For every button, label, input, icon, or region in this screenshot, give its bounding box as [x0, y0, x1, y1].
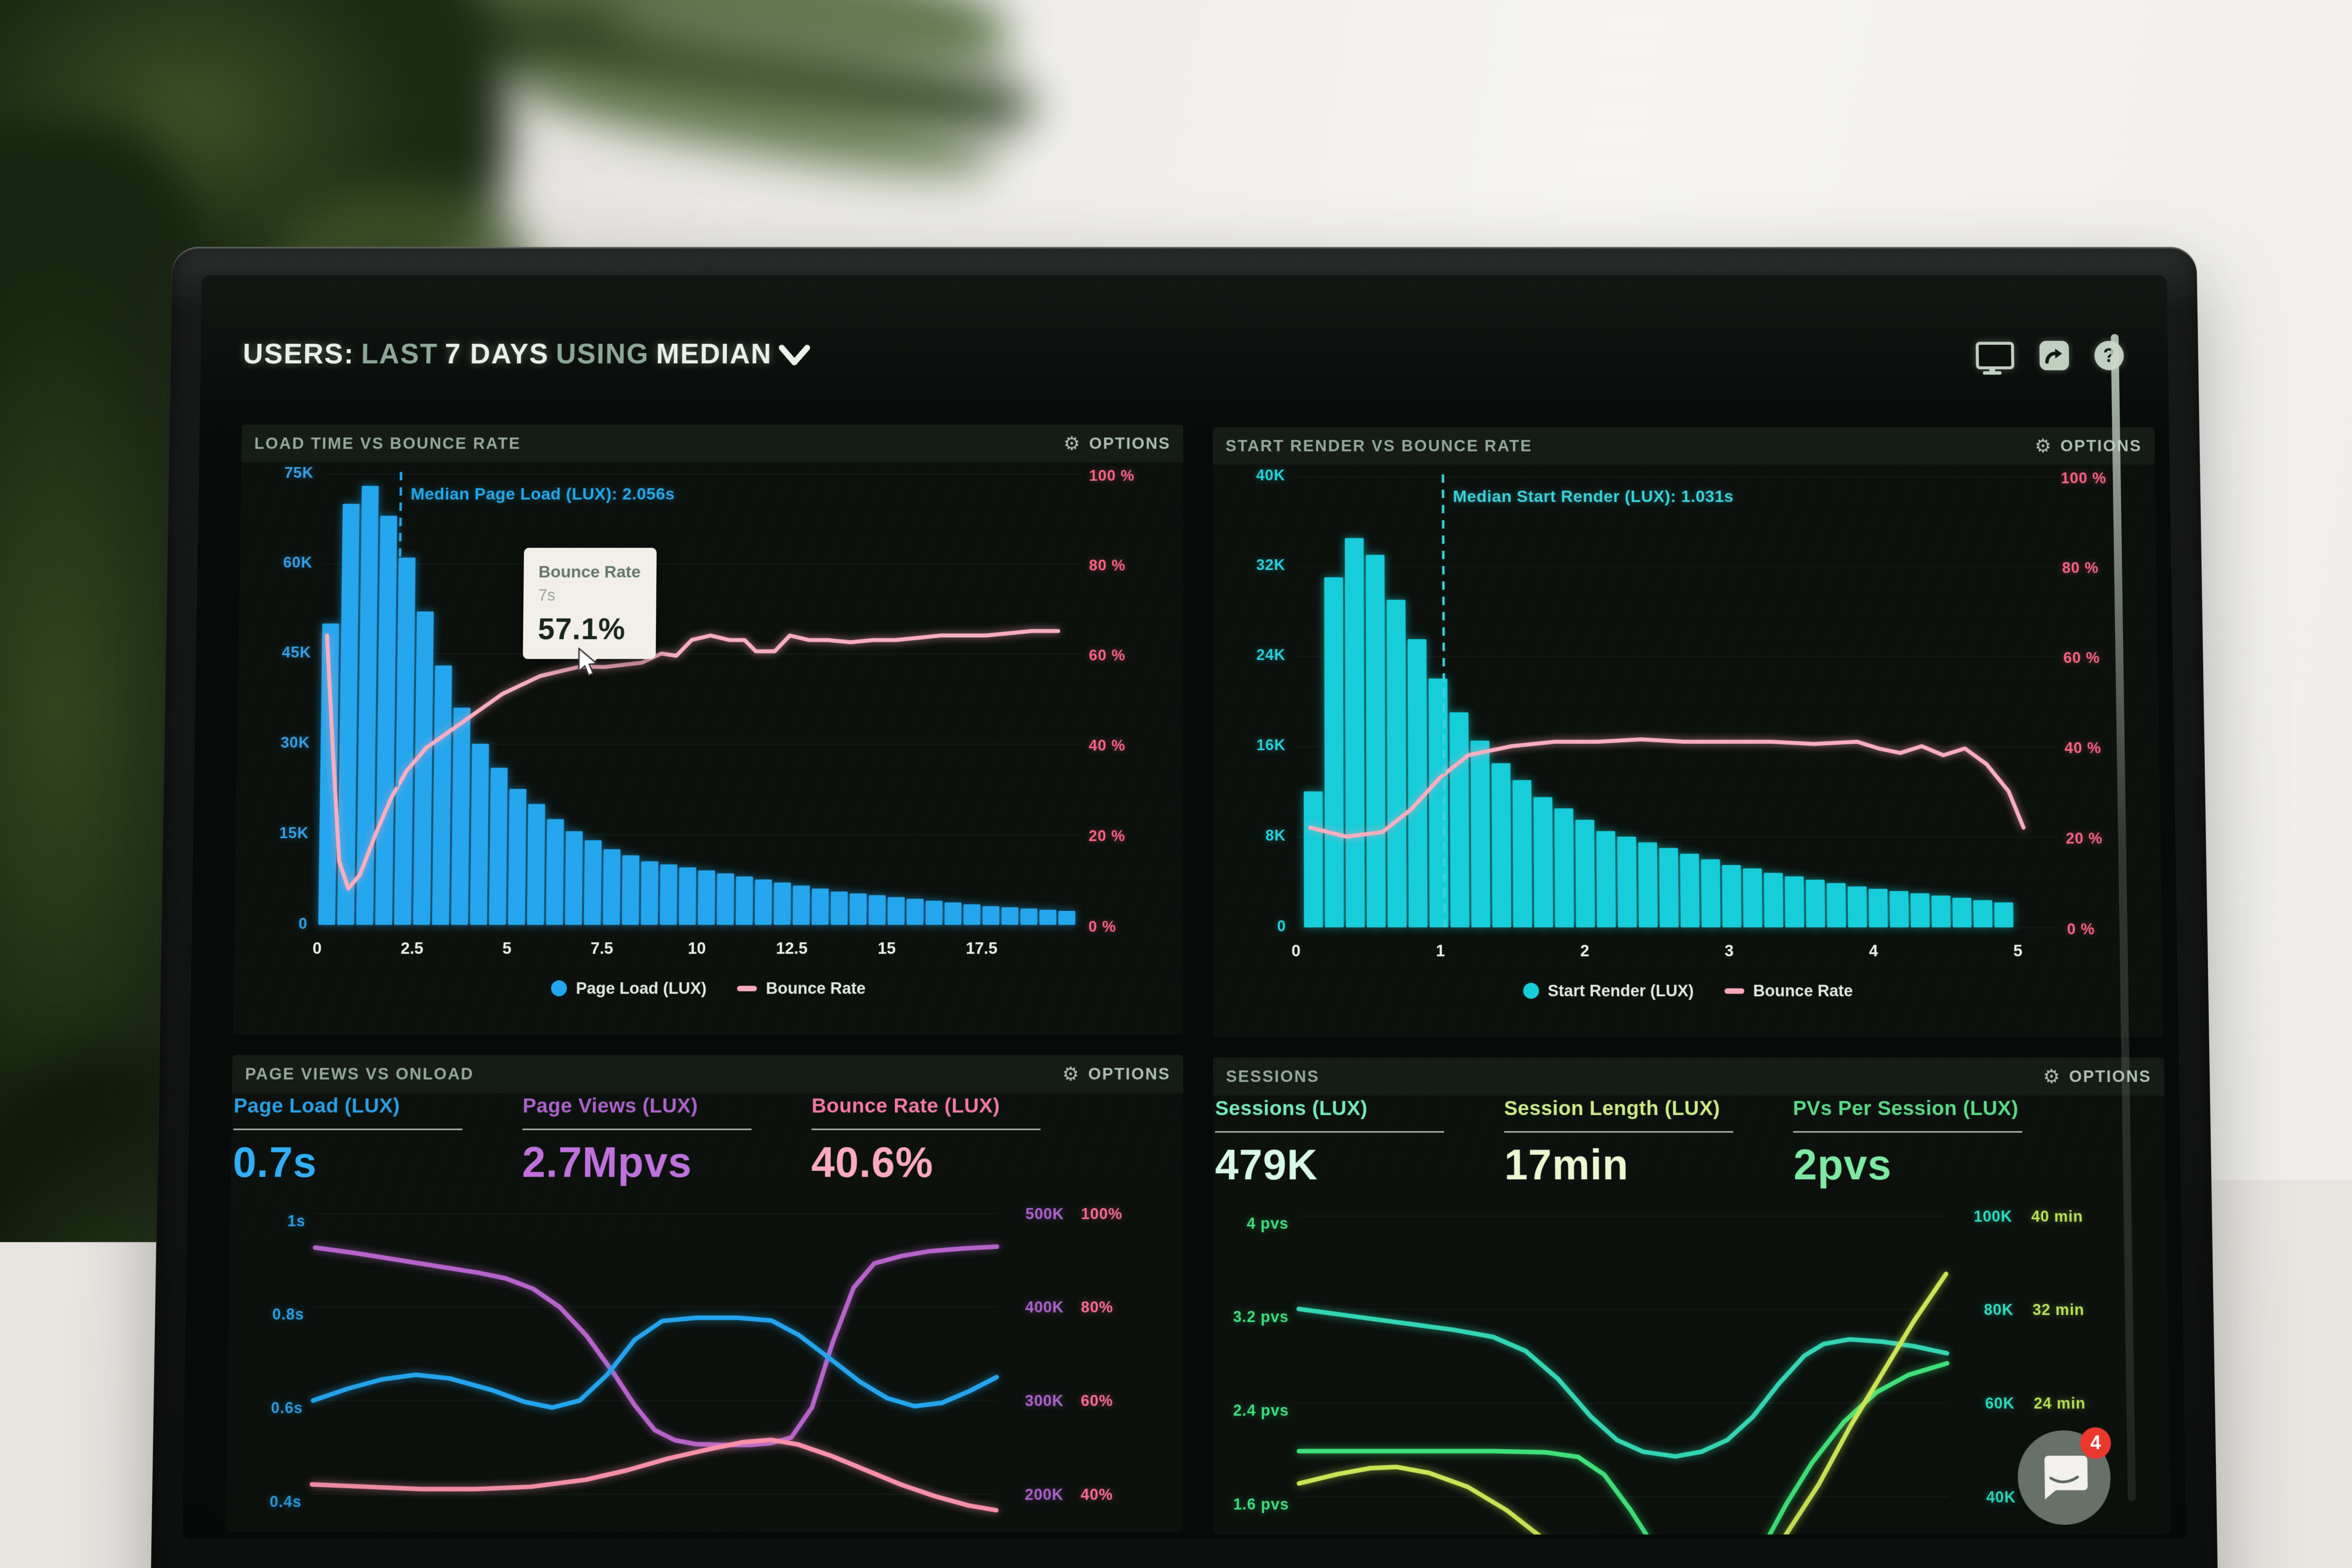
tooltip-value: 57.1%: [538, 612, 642, 646]
start-render-chart: 40K 100 % 32K 80 % 24K 60 % 16K 40 % 8K 20 % 0 0 % 0…: [1213, 427, 2164, 1038]
panel-page-views-vs-onload: PAGE VIEWS VS ONLOAD ⚙ OPTIONS Page Load…: [225, 1055, 1183, 1532]
title-using: USING: [555, 338, 649, 370]
dashboard-titlebar: USERS: LAST 7 DAYS USING MEDIAN ?: [243, 338, 2125, 392]
title-users: USERS:: [243, 338, 355, 370]
help-icon[interactable]: ?: [2094, 341, 2124, 370]
tooltip: Bounce Rate 7s 57.1%: [523, 548, 657, 659]
share-icon[interactable]: [2040, 341, 2069, 370]
title-7days: 7 DAYS: [444, 338, 549, 370]
legend-label: Page Load (LUX): [576, 979, 707, 998]
page-views-chart: 1s 500K 100% 0.8s 400K 80% 0.6s 300K 60% 0.4s 200K…: [225, 1055, 1183, 1532]
display-icon[interactable]: [1975, 342, 2014, 369]
legend-dash-icon: [737, 986, 757, 991]
title-last: LAST: [361, 338, 438, 370]
legend-label: Start Render (LUX): [1548, 981, 1694, 1000]
legend-label: Bounce Rate: [1753, 981, 1853, 1000]
legend-dot-icon: [551, 980, 567, 996]
chat-bubble-icon: [2039, 1454, 2090, 1501]
title-median: MEDIAN: [656, 338, 772, 370]
chevron-down-icon: [779, 345, 810, 366]
header-icons: ?: [1975, 341, 2124, 370]
legend-start-render[interactable]: Start Render (LUX): [1523, 981, 1694, 1000]
photo-background: USERS: LAST 7 DAYS USING MEDIAN ? LOAD TIME …: [0, 0, 2352, 1568]
load-time-chart: 75K 100 % 60K 80 % 45K 60 % 30K 40 % 15K 20 % 0 0 %…: [233, 425, 1183, 1035]
legend-bounce-rate[interactable]: Bounce Rate: [1724, 981, 1853, 1000]
legend-dot-icon: [1523, 983, 1539, 999]
legend-page-load[interactable]: Page Load (LUX): [551, 979, 707, 998]
chart-legend: Page Load (LUX) Bounce Rate: [233, 979, 1183, 998]
legend-dash-icon: [1725, 988, 1745, 994]
notification-badge: 4: [2080, 1427, 2111, 1458]
tooltip-series: Bounce Rate: [538, 563, 642, 582]
chart-legend: Start Render (LUX) Bounce Rate: [1213, 981, 2163, 1000]
legend-bounce-rate[interactable]: Bounce Rate: [737, 979, 865, 998]
chat-widget-button[interactable]: 4: [2017, 1431, 2111, 1525]
mouse-cursor: [577, 647, 603, 678]
panel-start-render-vs-bounce-rate: START RENDER VS BOUNCE RATE ⚙ OPTIONS 40…: [1213, 427, 2164, 1038]
laptop: USERS: LAST 7 DAYS USING MEDIAN ? LOAD TIME …: [150, 247, 2219, 1568]
laptop-screen: USERS: LAST 7 DAYS USING MEDIAN ? LOAD TIME …: [182, 275, 2186, 1539]
users-metric-selector[interactable]: USERS: LAST 7 DAYS USING MEDIAN: [243, 338, 810, 370]
panel-load-time-vs-bounce-rate: LOAD TIME VS BOUNCE RATE ⚙ OPTIONS 75K 10…: [233, 425, 1183, 1035]
legend-label: Bounce Rate: [766, 979, 865, 998]
tooltip-x-value: 7s: [538, 586, 642, 604]
